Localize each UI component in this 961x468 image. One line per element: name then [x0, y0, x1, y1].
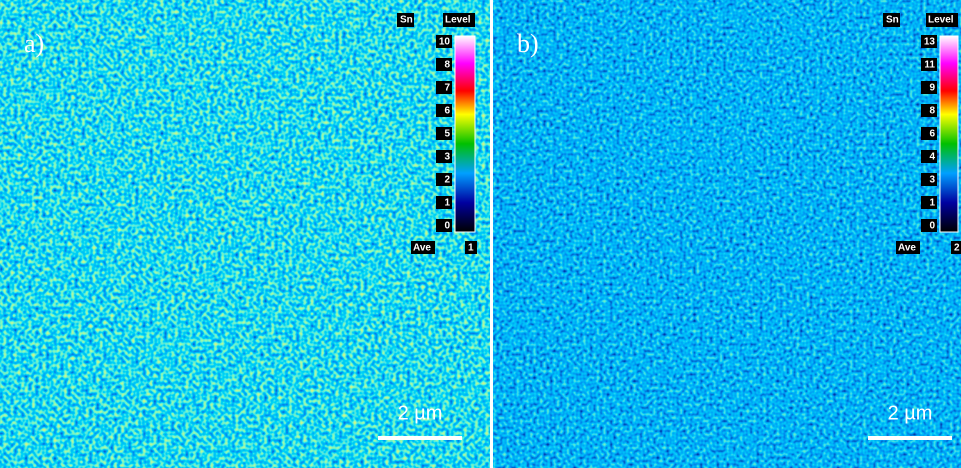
- level-tick-box: [921, 196, 937, 209]
- level-tick-box: [436, 127, 452, 140]
- level-tick-label: 6: [444, 106, 450, 117]
- level-tick-label: 9: [929, 83, 935, 94]
- level-tick-box: [921, 219, 937, 232]
- level-box: [443, 13, 475, 27]
- ave-value-box: [951, 241, 961, 254]
- panel-label: a): [24, 29, 44, 58]
- map-b: [493, 0, 961, 468]
- level-tick-box: [921, 35, 937, 48]
- map-region: [493, 10, 961, 460]
- level-tick-label: 7: [444, 83, 450, 94]
- map-a: [0, 0, 490, 468]
- level-tick-box: [436, 173, 452, 186]
- level-tick-box: [921, 150, 937, 163]
- ave-value-box: [465, 241, 477, 254]
- level-tick-box: [921, 81, 937, 94]
- level-tick-box: [921, 104, 937, 117]
- level-tick-label: 0: [929, 221, 935, 232]
- level-tick-box: [436, 104, 452, 117]
- level-tick-box: [436, 35, 452, 48]
- level-tick-label: 3: [929, 175, 935, 186]
- level-tick-box: [436, 196, 452, 209]
- ave-value: 2: [954, 243, 960, 254]
- level-tick-box: [921, 173, 937, 186]
- level-tick-label: 3: [444, 152, 450, 163]
- level-tick-box: [436, 150, 452, 163]
- level-title: Level: [928, 15, 954, 26]
- level-tick-box: [921, 127, 937, 140]
- level-tick-label: 5: [444, 129, 450, 140]
- ave-label: Ave: [898, 243, 916, 254]
- scale-bar-label: 2 µm: [398, 402, 443, 424]
- level-title: Level: [445, 15, 471, 26]
- colorbar: [939, 35, 959, 233]
- level-tick-box: [436, 58, 452, 71]
- ave-box: [411, 241, 435, 254]
- level-box: [926, 13, 958, 27]
- level-tick-label: 1: [929, 198, 935, 209]
- ave-value: 1: [468, 243, 474, 254]
- panel-label: b): [517, 29, 539, 58]
- level-tick-box: [921, 58, 937, 71]
- divider: [490, 0, 493, 468]
- level-tick-label: 4: [929, 152, 935, 163]
- level-tick-label: 2: [444, 175, 450, 186]
- map-region: [0, 50, 490, 460]
- scale-bar-label: 2 µm: [888, 402, 933, 424]
- level-tick-label: 0: [444, 221, 450, 232]
- element-label: Sn: [400, 15, 413, 26]
- level-tick-label: 11: [924, 60, 935, 71]
- element-box: [883, 13, 900, 27]
- element-box: [397, 13, 414, 27]
- colorbar: [454, 35, 476, 233]
- ave-box: [896, 241, 920, 254]
- level-tick-box: [436, 219, 452, 232]
- level-tick-label: 1: [444, 198, 450, 209]
- level-tick-label: 13: [924, 37, 936, 48]
- level-tick-box: [436, 81, 452, 94]
- level-tick-label: 6: [929, 129, 935, 140]
- element-label: Sn: [886, 15, 899, 26]
- ave-label: Ave: [413, 243, 431, 254]
- level-tick-label: 10: [439, 37, 451, 48]
- level-tick-label: 8: [929, 106, 935, 117]
- level-tick-label: 8: [444, 60, 450, 71]
